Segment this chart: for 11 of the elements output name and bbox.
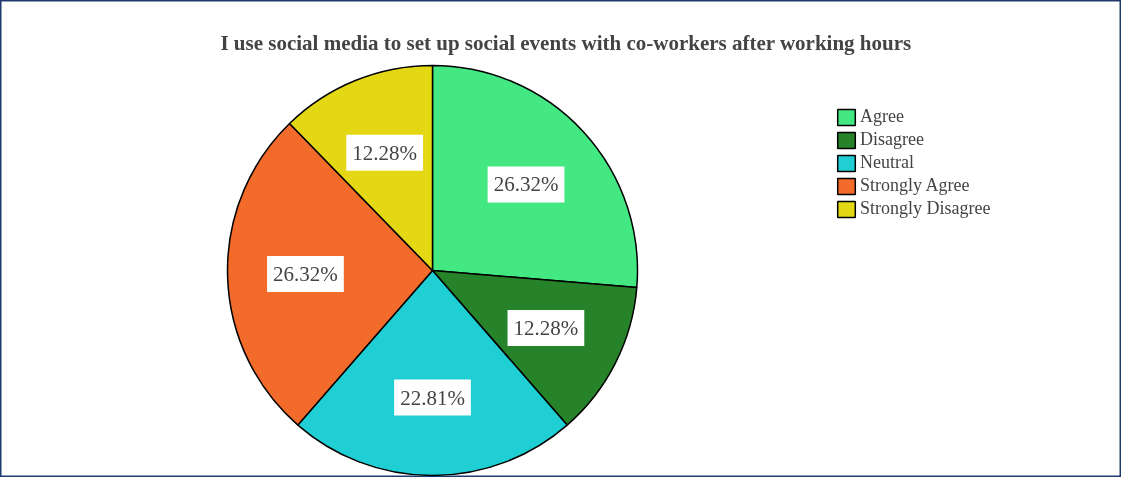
legend-label: Strongly Agree bbox=[860, 175, 970, 196]
data-label: 26.32% bbox=[273, 261, 338, 286]
data-label: 12.28% bbox=[513, 315, 579, 340]
chart-title: I use social media to set up social events with co-workers after working hours bbox=[220, 30, 912, 55]
data-label: 22.81% bbox=[400, 385, 465, 410]
legend-label: Disagree bbox=[860, 129, 924, 150]
legend-label: Strongly Disagree bbox=[860, 198, 991, 219]
legend-label: Neutral bbox=[860, 152, 914, 173]
data-label: 12.28% bbox=[352, 140, 418, 165]
legend-label: Agree bbox=[860, 106, 904, 127]
data-label: 26.32% bbox=[493, 172, 559, 197]
